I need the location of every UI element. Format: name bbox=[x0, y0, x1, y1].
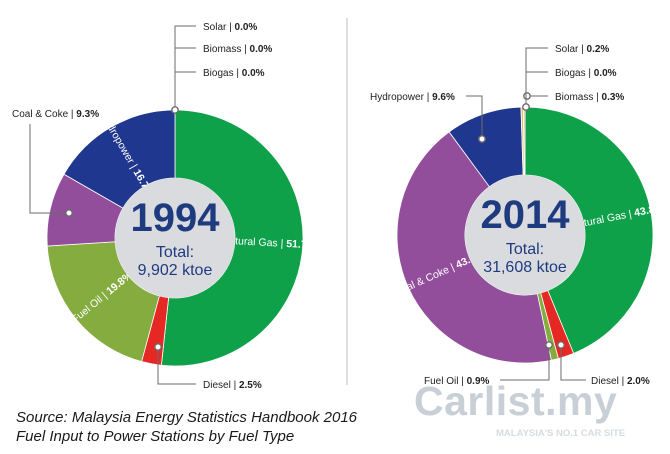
leader-line-coal-and-coke bbox=[29, 124, 69, 214]
source-caption: Source: Malaysia Energy Statistics Handb… bbox=[16, 409, 358, 426]
year-label: 2014 bbox=[481, 193, 571, 237]
leader-dot-biomass bbox=[523, 92, 531, 100]
leader-dot-fuel-oil bbox=[545, 341, 553, 349]
callout-biomass: Biomass | 0.0% bbox=[203, 44, 272, 55]
year-label: 1994 bbox=[131, 196, 221, 240]
leader-line-solar bbox=[174, 25, 196, 110]
callout-biogas: Biogas | 0.0% bbox=[555, 68, 617, 79]
callout-coal-and-coke: Coal & Coke | 9.3% bbox=[12, 109, 99, 120]
leader-dot-solar bbox=[522, 103, 530, 111]
total-label: Total: bbox=[506, 241, 544, 258]
callout-solar: Solar | 0.0% bbox=[203, 22, 257, 33]
leader-line-solar bbox=[525, 47, 548, 107]
total-value: 9,902 ktoe bbox=[138, 262, 213, 279]
callout-fuel-oil: Fuel Oil | 0.9% bbox=[424, 376, 490, 387]
total-label: Total: bbox=[156, 244, 194, 261]
callout-diesel: Diesel | 2.0% bbox=[591, 376, 650, 387]
callout-diesel: Diesel | 2.5% bbox=[203, 380, 262, 391]
leader-line-fuel-oil bbox=[500, 345, 550, 381]
leader-dot-hydropower bbox=[478, 135, 486, 143]
carlist-tagline: MALAYSIA'S NO.1 CAR SITE bbox=[496, 428, 626, 439]
center-disc bbox=[115, 178, 235, 298]
donut-chart-2014: Natural Gas | 43.8%Coal & Coke | 43.2%20… bbox=[370, 44, 665, 387]
callout-biomass: Biomass | 0.3% bbox=[555, 92, 624, 103]
callout-solar: Solar | 0.2% bbox=[555, 44, 609, 55]
figure-caption: Fuel Input to Power Stations by Fuel Typ… bbox=[16, 428, 295, 445]
leader-line-hydropower bbox=[466, 95, 483, 139]
donut-chart-1994: Natural Gas | 51.7%Fuel Oil | 19.8%Hydro… bbox=[12, 22, 317, 391]
leader-dot-solar bbox=[171, 106, 179, 114]
total-value: 31,608 ktoe bbox=[483, 259, 567, 276]
leader-line-diesel bbox=[560, 345, 586, 381]
leader-dot-diesel bbox=[557, 341, 565, 349]
slice-label-natural-gas: Natural Gas | 51.7% bbox=[221, 234, 317, 251]
carlist-watermark: Carlist.my bbox=[414, 378, 618, 424]
callout-biogas: Biogas | 0.0% bbox=[203, 68, 265, 79]
leader-dot-diesel bbox=[154, 343, 162, 351]
leader-dot-coal-and-coke bbox=[65, 209, 73, 217]
leader-line-diesel bbox=[157, 347, 196, 385]
callout-hydropower: Hydropower | 9.6% bbox=[370, 92, 455, 103]
center-disc bbox=[465, 175, 585, 295]
